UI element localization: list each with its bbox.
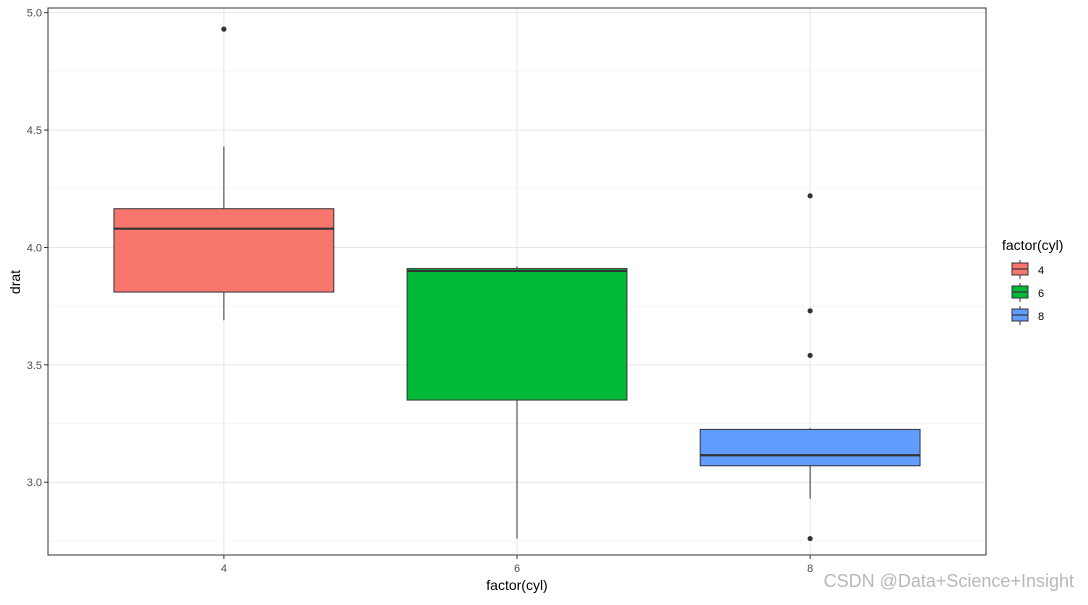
x-tick-label: 6 [514, 563, 520, 575]
box-group-4 [113, 26, 335, 321]
x-axis-title: factor(cyl) [486, 577, 547, 593]
box-group-6 [406, 266, 628, 539]
box-iqr [699, 428, 921, 467]
y-tick-label: 3.0 [27, 477, 42, 489]
x-tick-label: 4 [221, 563, 227, 575]
legend-key-4 [1011, 260, 1029, 279]
outlier-point [807, 535, 813, 542]
y-tick-label: 5.0 [27, 8, 42, 20]
outlier-point [807, 193, 813, 199]
y-axis: 3.0 3.5 4.0 4.5 5.0 [27, 8, 48, 489]
box-iqr [406, 268, 628, 401]
y-axis-title: drat [7, 270, 23, 294]
outlier-point [807, 352, 813, 359]
legend: factor(cyl) 4 6 8 [1002, 237, 1063, 325]
legend-label: 4 [1038, 265, 1044, 277]
legend-label: 8 [1038, 311, 1044, 323]
legend-title: factor(cyl) [1002, 237, 1063, 253]
legend-key-8 [1011, 306, 1029, 325]
boxes-layer [113, 26, 921, 542]
watermark: CSDN @Data+Science+Insight [823, 571, 1074, 591]
box-group-8 [699, 193, 921, 542]
x-tick-label: 8 [807, 563, 813, 575]
y-tick-label: 4.0 [27, 242, 42, 254]
outlier-point [807, 308, 813, 314]
legend-label: 6 [1038, 288, 1044, 300]
legend-key-6 [1011, 283, 1029, 302]
box-iqr [113, 208, 335, 293]
y-tick-label: 4.5 [27, 125, 42, 137]
outlier-point [221, 26, 227, 32]
x-axis: 4 6 8 [221, 555, 813, 575]
y-tick-label: 3.5 [27, 360, 42, 372]
